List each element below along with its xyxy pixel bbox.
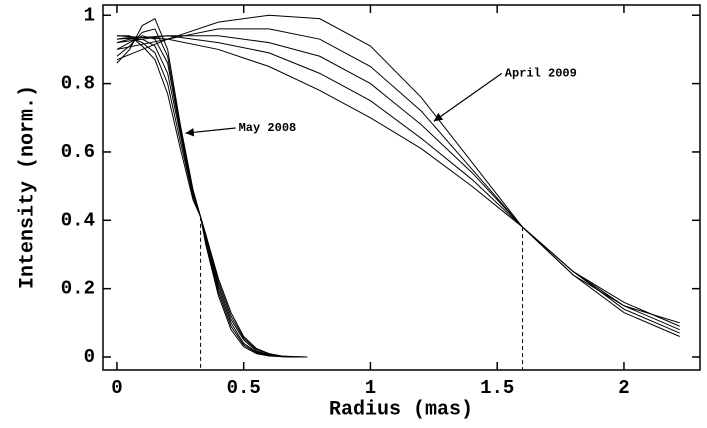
x-tick-label: 0 [111, 377, 122, 399]
annotation-arrow [433, 72, 503, 122]
plot-frame [102, 4, 701, 371]
x-tick-label: 0.5 [227, 377, 261, 399]
line-series [116, 35, 680, 337]
line-series [116, 14, 680, 324]
x-tick-label: 1 [365, 377, 376, 399]
line-series [116, 17, 308, 358]
line-series [116, 35, 308, 358]
line-series [116, 28, 308, 358]
line-series [116, 35, 680, 331]
line-series [116, 35, 308, 358]
y-tick-label: 0.4 [61, 209, 95, 231]
annotation-label: April 2009 [505, 67, 577, 81]
line-series [116, 36, 308, 358]
y-tick-label: 1 [84, 4, 95, 26]
x-axis-label: Radius (mas) [329, 398, 473, 421]
annotation-label: May 2008 [239, 121, 297, 135]
y-axis-label: Intensity (norm.) [16, 85, 39, 289]
x-tick-label: 2 [618, 377, 629, 399]
y-tick-label: 0.8 [61, 73, 95, 95]
y-tick-label: 0.6 [61, 141, 95, 163]
y-tick-label: 0 [84, 346, 95, 368]
y-tick-label: 0.2 [61, 278, 95, 300]
x-tick-label: 1.5 [480, 377, 514, 399]
line-series [116, 35, 680, 334]
annotation-arrow [185, 127, 236, 137]
line-series [116, 38, 308, 358]
